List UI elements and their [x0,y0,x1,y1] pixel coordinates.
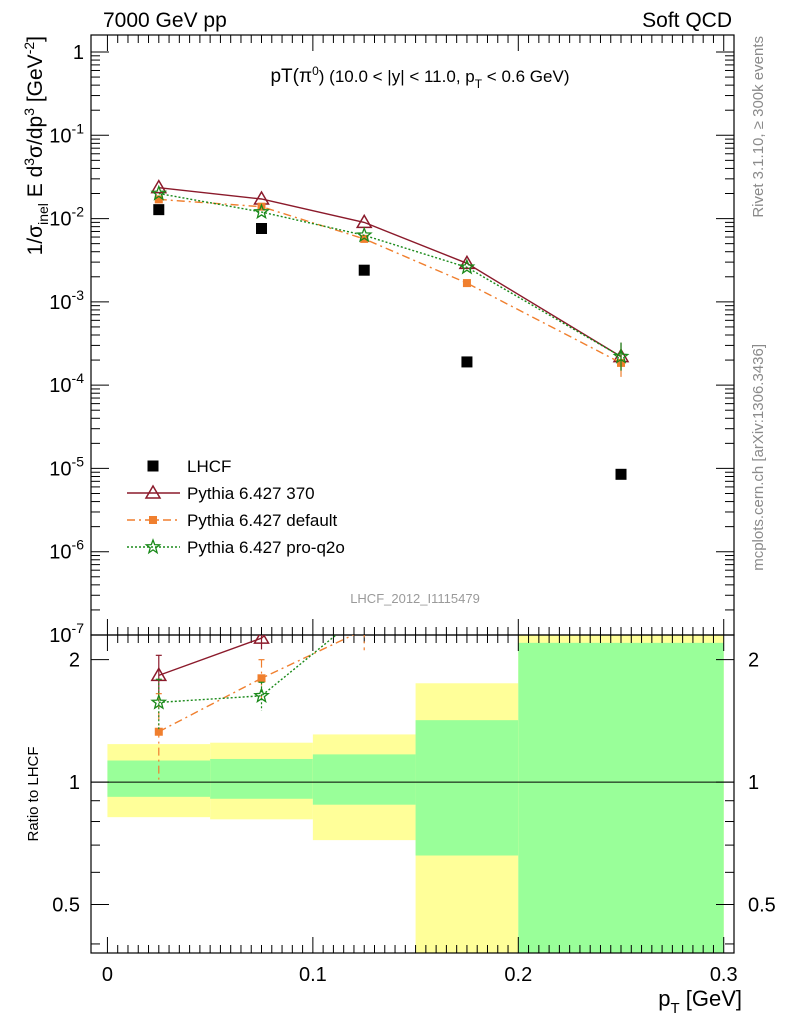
x-tick-label: 0.3 [710,964,738,986]
point-pythia-6-427-pro-q2o [355,226,373,243]
ratio-plot-frame [90,634,735,954]
ratio-tick-label-right: 2 [748,650,759,672]
legend-marker-lhcf [147,460,159,472]
green-band-4 [518,642,724,953]
point-pythia-6-427-pro-q2o [458,258,476,275]
legend-entry-pythia-6-427-default: Pythia 6.427 default [127,511,338,530]
category-label: Soft QCD [642,9,732,32]
ratio-point-pythia-6-427-pro-q2o [460,313,473,326]
series-line-pythia-6-427-default [158,198,622,364]
point-lhcf [461,356,473,368]
x-tick-labels: 0 0.1 0.2 0.3 [102,964,738,986]
ratio-line-pythia-6-427-pro-q2o [158,635,338,704]
legend-label-pythia-6-427-370: Pythia 6.427 370 [187,484,315,503]
green-band-3 [415,720,519,856]
point-lhcf [358,264,370,276]
ratio-series-group [150,313,473,781]
point-pythia-6-427-pro-q2o [612,347,630,364]
point-lhcf [615,468,627,480]
point-pythia-6-427-370 [150,179,168,194]
ratio-line-pythia-6-427-default [158,635,355,733]
ratio-tick-label-right: 0.5 [748,895,776,917]
legend-entry-pythia-6-427-pro-q2o: Pythia 6.427 pro-q2o [127,538,345,557]
x-tick-label: 0 [102,964,113,986]
ratio-axis-label: Ratio to LHCF [25,746,42,841]
main-axis-ticks [91,35,734,636]
ratio-line-pythia-6-427-370 [158,635,267,677]
point-lhcf [256,222,268,234]
legend-label-pythia-6-427-pro-q2o: Pythia 6.427 pro-q2o [187,538,345,557]
series-line-pythia-6-427-370 [158,187,622,358]
green-band-1 [210,758,313,799]
legend-marker-pythia-6-427-default [149,516,157,524]
x-axis-label: pT [GeV] [658,986,742,1017]
main-series-group [150,179,630,480]
legend-entry-lhcf: LHCF [147,457,231,476]
ratio-point-pythia-6-427-pro-q2o [150,693,168,710]
y-tick-label: 1 [73,42,84,64]
legend-entry-pythia-6-427-370: Pythia 6.427 370 [127,484,315,503]
series-line-pythia-6-427-pro-q2o [158,192,622,358]
y-tick-label: 10-2 [49,204,84,231]
ratio-tick-label-right: 1 [748,772,759,794]
green-band-2 [312,754,416,805]
x-tick-label: 0.2 [504,964,532,986]
point-pythia-6-427-pro-q2o [253,203,270,220]
point-pythia-6-427-default [462,279,471,288]
analysis-id-watermark: LHCF_2012_I1115479 [350,591,480,606]
legend-marker-pythia-6-427-370 [144,484,162,499]
x-tick-label: 0.1 [299,964,327,986]
ratio-point-pythia-6-427-default [257,674,266,683]
legend-label-lhcf: LHCF [187,457,231,476]
point-pythia-6-427-370 [458,254,476,270]
y-tick-label: 10-4 [49,370,84,397]
ratio-point-pythia-6-427-default [463,394,471,402]
legend-label-pythia-6-427-default: Pythia 6.427 default [187,511,338,530]
y-tick-label: 10-5 [49,453,84,480]
y-tick-label: 10-7 [49,620,84,647]
ratio-point-pythia-6-427-370 [253,635,270,644]
energy-label: 7000 GeV pp [103,9,227,32]
point-lhcf [153,204,165,216]
ratio-tick-label-left: 2 [69,650,80,672]
rivet-version-text: Rivet 3.1.10, ≥ 300k events [750,36,767,218]
ratio-point-pythia-6-427-pro-q2o [253,686,270,703]
y-tick-label: 10-6 [49,537,84,564]
ratio-point-pythia-6-427-370 [357,542,371,554]
ratio-point-pythia-6-427-default [154,727,163,736]
plot-title: pT(π0) (10.0 < |y| < 11.0, pT < 0.6 GeV) [270,64,569,91]
y-tick-labels: 10-7 10-6 10-5 10-4 10-3 10-2 10-1 1 [49,42,84,647]
legend: LHCF Pythia 6.427 370 Pythia 6.427 default… [127,457,345,557]
ratio-tick-label-left: 0.5 [52,895,80,917]
y-tick-label: 10-1 [49,120,84,147]
ratio-tick-label-left: 1 [69,772,80,794]
y-axis-label: 1/σinel E d3σ/dp3 [GeV-2] [21,36,51,255]
point-pythia-6-427-pro-q2o [150,184,168,201]
ratio-tick-labels: 0.5 0.5 1 1 2 2 [52,650,776,917]
y-tick-label: 10-3 [49,287,84,314]
point-pythia-6-427-default [154,195,163,204]
ratio-uncertainty-bands [107,635,724,953]
mcplots-reference-text: mcplots.cern.ch [arXiv:1306.3436] [750,344,767,571]
ratio-point-pythia-6-427-pro-q2o [358,605,371,618]
legend-marker-pythia-6-427-pro-q2o [144,538,162,555]
